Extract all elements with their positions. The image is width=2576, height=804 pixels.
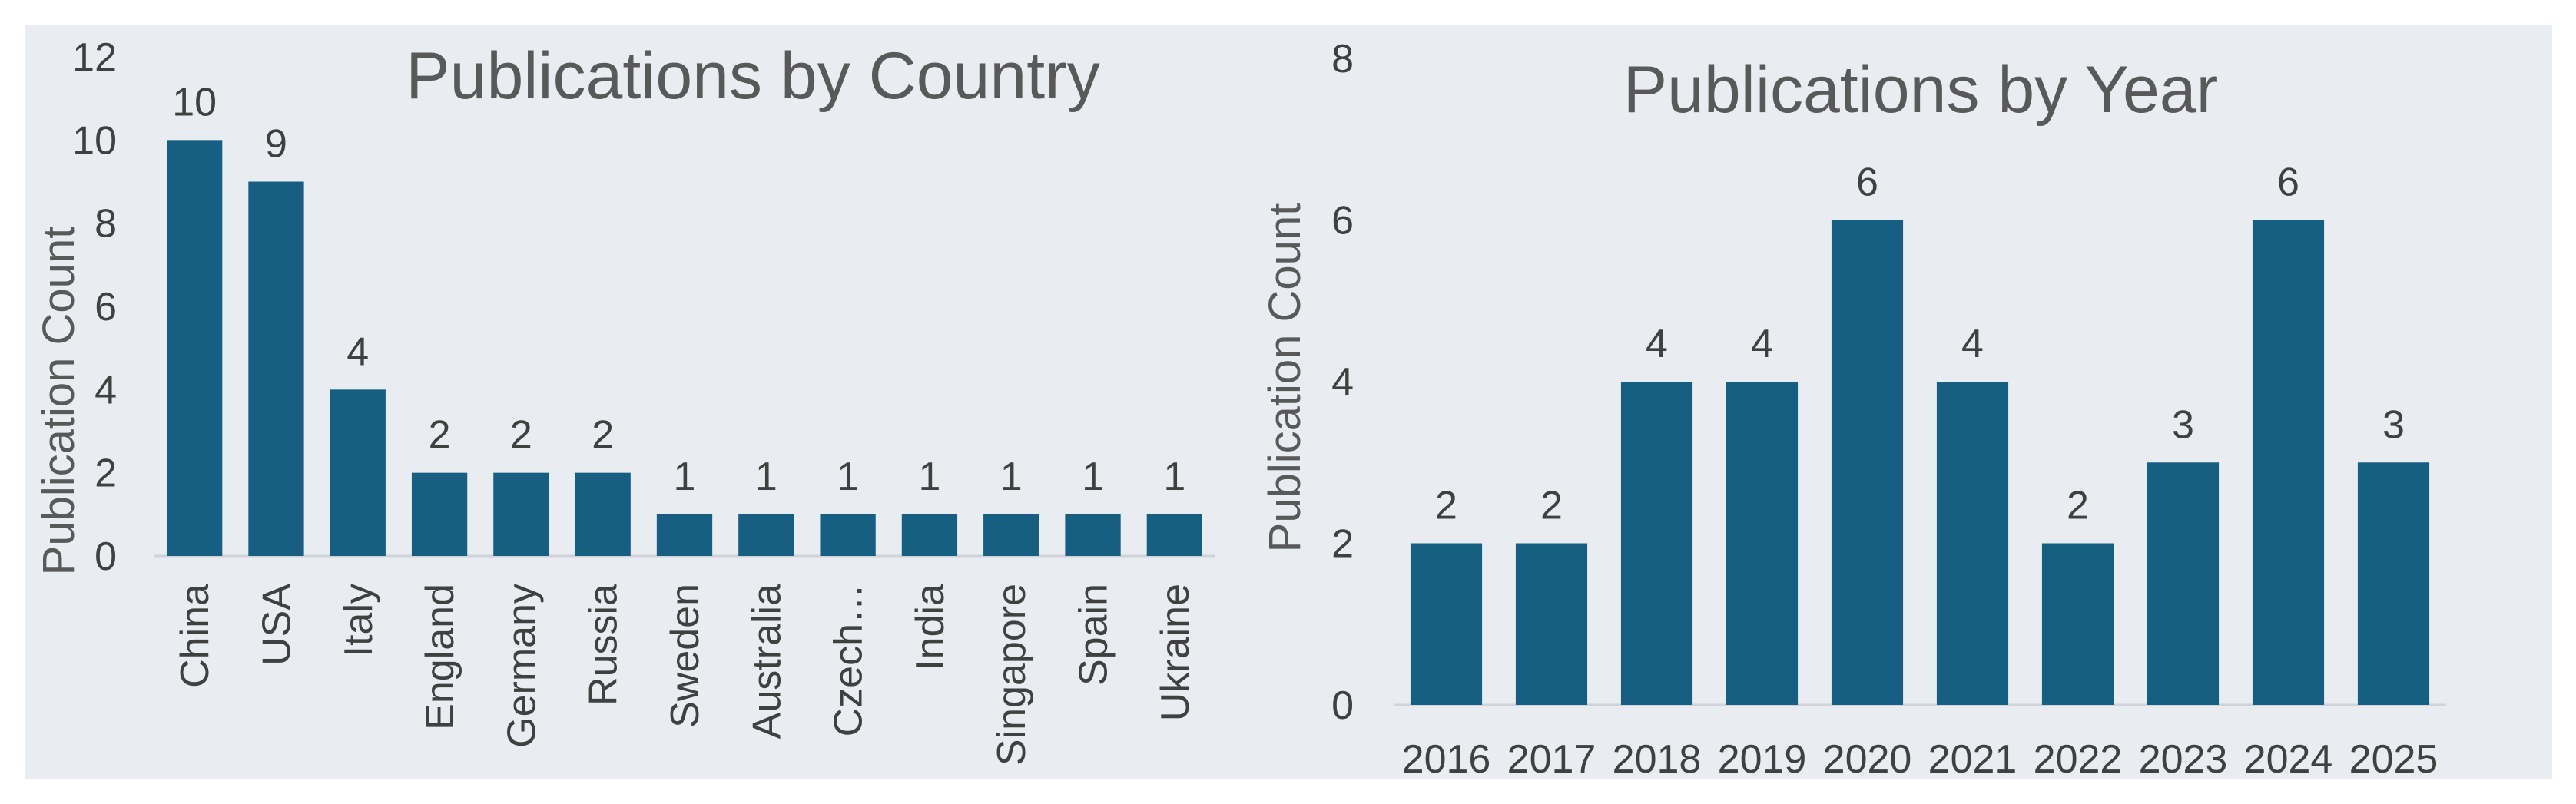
year-data-label: 3 xyxy=(2382,402,2405,447)
country-category-label: Ukraine xyxy=(1153,584,1198,721)
country-data-label: 2 xyxy=(510,413,532,458)
country-data-label: 4 xyxy=(346,329,369,374)
country-category-label: USA xyxy=(254,584,299,666)
year-category-label: 2021 xyxy=(1928,737,2017,782)
year-category-label: 2023 xyxy=(2139,737,2228,782)
year-data-label: 4 xyxy=(1646,322,1668,366)
country-bar xyxy=(1065,514,1121,556)
year-bar xyxy=(1936,382,2009,705)
country-category-label: Sweden xyxy=(663,584,708,728)
country-category-label: Italy xyxy=(337,584,381,657)
year-category-label: 2022 xyxy=(2034,737,2123,782)
country-y-tick-label: 4 xyxy=(94,368,117,412)
country-data-label: 1 xyxy=(1082,455,1104,499)
country-category-label: Germany xyxy=(499,584,544,748)
country-data-label: 9 xyxy=(265,122,287,167)
country-data-label: 1 xyxy=(837,455,859,499)
year-bar xyxy=(1726,382,1799,705)
year-data-label: 6 xyxy=(2277,160,2299,205)
country-data-label: 1 xyxy=(755,455,777,499)
country-bar xyxy=(656,514,713,556)
country-chart-title: Publications by Country xyxy=(406,39,1099,113)
country-bar xyxy=(493,472,549,556)
country-y-tick-label: 12 xyxy=(72,35,117,80)
year-category-label: 2025 xyxy=(2349,737,2438,782)
year-bar xyxy=(1410,543,1483,705)
country-data-label: 1 xyxy=(918,455,940,499)
year-y-tick-label: 6 xyxy=(1331,199,1354,243)
country-data-label: 1 xyxy=(1000,455,1023,499)
year-data-label: 6 xyxy=(1856,160,1878,205)
year-y-tick-label: 2 xyxy=(1331,522,1354,567)
year-y-tick-label: 0 xyxy=(1331,683,1354,728)
year-y-tick-label: 8 xyxy=(1331,37,1354,81)
country-data-label: 2 xyxy=(592,413,614,458)
year-y-axis-title: Publication Count xyxy=(1260,203,1310,553)
country-y-tick-label: 0 xyxy=(94,534,117,579)
country-bar xyxy=(820,514,876,556)
country-y-tick-label: 2 xyxy=(94,452,117,496)
country-bar xyxy=(1146,514,1202,556)
country-bar xyxy=(248,181,304,556)
country-category-label: China xyxy=(173,584,217,688)
country-bar xyxy=(167,140,223,557)
year-chart-panel: Publications by Year Publication Count 0… xyxy=(1246,25,2552,782)
country-bar xyxy=(575,472,631,556)
year-chart-title: Publications by Year xyxy=(1623,53,2219,127)
year-data-label: 2 xyxy=(1435,484,1457,528)
country-bar xyxy=(738,514,794,556)
year-bar xyxy=(1831,220,1904,705)
year-bar xyxy=(1515,543,1588,705)
country-bar xyxy=(983,514,1039,556)
country-bar-chart: Publications by Country Publication Coun… xyxy=(34,35,1215,766)
country-y-tick-label: 6 xyxy=(94,285,117,329)
country-category-label: Australia xyxy=(744,584,789,739)
year-data-label: 2 xyxy=(1540,484,1563,528)
year-data-label: 4 xyxy=(1751,322,1773,366)
year-category-label: 2020 xyxy=(1823,737,1912,782)
year-category-label: 2017 xyxy=(1507,737,1596,782)
country-category-label: Russia xyxy=(582,584,626,706)
year-bar xyxy=(1620,382,1693,705)
year-bar xyxy=(2252,220,2325,705)
year-category-label: 2018 xyxy=(1613,737,1702,782)
country-category-label: India xyxy=(908,584,953,670)
country-bar xyxy=(411,472,468,556)
country-data-label: 10 xyxy=(172,80,217,124)
country-chart-panel: Publications by Country Publication Coun… xyxy=(25,25,1246,779)
country-data-label: 2 xyxy=(429,413,451,458)
country-y-tick-label: 8 xyxy=(94,202,117,246)
country-bar xyxy=(901,514,958,556)
year-data-label: 4 xyxy=(1961,322,1984,366)
country-data-label: 1 xyxy=(1163,455,1185,499)
year-y-tick-label: 4 xyxy=(1331,360,1354,405)
year-data-label: 2 xyxy=(2067,484,2089,528)
country-y-tick-label: 10 xyxy=(72,118,117,163)
country-data-label: 1 xyxy=(674,455,696,499)
year-data-label: 3 xyxy=(2172,402,2194,447)
country-category-label: Spain xyxy=(1072,584,1116,686)
country-category-label: England xyxy=(418,584,462,730)
year-bar xyxy=(2147,462,2220,705)
year-category-label: 2024 xyxy=(2244,737,2333,782)
year-bar xyxy=(2357,462,2430,705)
year-bar-chart: Publications by Year Publication Count 0… xyxy=(1260,37,2446,782)
country-category-label: Czech… xyxy=(827,584,871,736)
country-category-label: Singapore xyxy=(990,584,1034,766)
country-y-axis-title: Publication Count xyxy=(34,227,84,576)
country-bar xyxy=(330,389,386,556)
year-category-label: 2019 xyxy=(1718,737,1807,782)
year-bar xyxy=(2041,543,2114,705)
year-category-label: 2016 xyxy=(1402,737,1491,782)
